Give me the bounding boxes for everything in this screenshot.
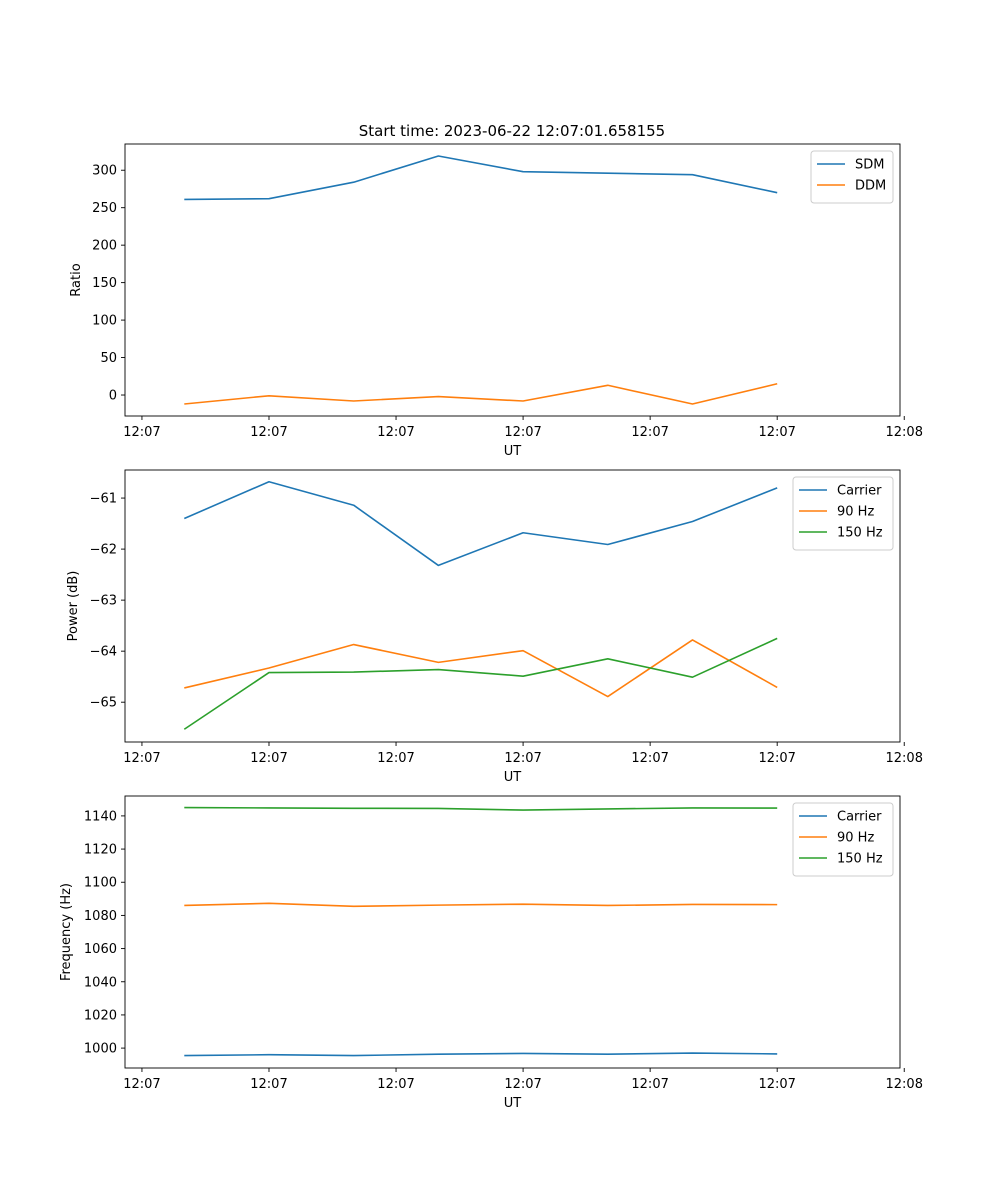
x-tick-label: 12:07 <box>123 751 160 766</box>
x-tick-label: 12:08 <box>886 425 923 440</box>
x-tick-label: 12:07 <box>631 1077 668 1092</box>
x-tick-label: 12:07 <box>504 1077 541 1092</box>
x-tick-label: 12:08 <box>886 1077 923 1092</box>
legend-entry: SDM <box>855 158 884 173</box>
legend-ratio: SDM DDM <box>810 150 894 204</box>
x-tick-label: 12:07 <box>504 751 541 766</box>
series-line-150-hz <box>183 637 778 730</box>
y-tick-label: 300 <box>92 164 117 179</box>
x-tick-label: 12:07 <box>123 425 160 440</box>
y-tick-label: 1140 <box>84 809 117 824</box>
x-tick-label: 12:07 <box>377 751 414 766</box>
legend-entry: 150 Hz <box>837 852 883 867</box>
x-tick-label: 12:07 <box>377 1077 414 1092</box>
x-tick-label: 12:07 <box>631 751 668 766</box>
series-line-sdm <box>184 155 778 201</box>
x-tick-label: 12:08 <box>886 751 923 766</box>
x-axis-label: UT <box>504 1096 522 1111</box>
legend-entry: DDM <box>855 179 886 194</box>
y-tick-label: 50 <box>100 351 117 366</box>
y-tick-label: −61 <box>90 492 117 507</box>
y-axis-label: Frequency (Hz) <box>59 883 74 981</box>
y-tick-label: 0 <box>109 389 117 404</box>
y-axis-label: Power (dB) <box>66 571 81 642</box>
subplot-frequency: 12:07 12:07 12:07 12:07 12:07 12:07 12:08 1000 1… <box>59 795 923 1111</box>
figure-title: Start time: 2023-06-22 12:07:01.658155 <box>359 122 665 140</box>
y-tick-label: 1060 <box>84 942 117 957</box>
x-tick-label: 12:07 <box>758 425 795 440</box>
series-line-carrier <box>183 480 778 567</box>
series-line-90-hz <box>184 902 778 908</box>
series-line-ddm <box>184 383 778 405</box>
y-tick-label: −63 <box>90 594 117 609</box>
legend-frequency: Carrier 90 Hz 150 Hz <box>792 802 894 877</box>
y-tick-label: 150 <box>92 276 117 291</box>
axes-frame-ratio <box>124 143 901 417</box>
y-tick-label: 1020 <box>84 1008 117 1023</box>
legend-entry: 90 Hz <box>837 831 874 846</box>
x-tick-label: 12:07 <box>377 425 414 440</box>
y-tick-label: 100 <box>92 314 117 329</box>
y-axis-label: Ratio <box>69 263 84 296</box>
x-tick-label: 12:07 <box>123 1077 160 1092</box>
y-tick-label: 1100 <box>84 876 117 891</box>
x-tick-label: 12:07 <box>758 751 795 766</box>
legend-entry: 90 Hz <box>837 505 874 520</box>
y-tick-label: 250 <box>92 201 117 216</box>
x-tick-label: 12:07 <box>504 425 541 440</box>
x-axis-label: UT <box>504 444 522 459</box>
x-tick-label: 12:07 <box>631 425 668 440</box>
x-tick-label: 12:07 <box>250 751 287 766</box>
x-tick-label: 12:07 <box>758 1077 795 1092</box>
y-tick-label: 200 <box>92 239 117 254</box>
legend-entry: 150 Hz <box>837 526 883 541</box>
subplot-ratio: 12:07 12:07 12:07 12:07 12:07 12:07 12:08 0 50 10… <box>69 143 923 459</box>
y-tick-label: −65 <box>90 696 117 711</box>
subplot-power: 12:07 12:07 12:07 12:07 12:07 12:07 12:08 −65 −6… <box>66 469 923 785</box>
y-tick-label: 1120 <box>84 843 117 858</box>
y-tick-label: −62 <box>90 543 117 558</box>
legend-entry: Carrier <box>837 810 882 825</box>
y-tick-label: 1000 <box>84 1042 117 1057</box>
x-tick-label: 12:07 <box>250 1077 287 1092</box>
axes-frame-power <box>124 469 901 743</box>
y-tick-label: 1080 <box>84 909 117 924</box>
series-line-carrier <box>184 1052 778 1057</box>
legend-power: Carrier 90 Hz 150 Hz <box>792 476 894 551</box>
x-axis-label: UT <box>504 770 522 785</box>
x-tick-label: 12:07 <box>250 425 287 440</box>
series-line-150-hz <box>184 806 778 811</box>
y-tick-label: −64 <box>90 645 117 660</box>
series-line-90-hz <box>184 639 778 698</box>
y-tick-label: 1040 <box>84 975 117 990</box>
axes-frame-frequency <box>124 795 901 1069</box>
legend-entry: Carrier <box>837 484 882 499</box>
